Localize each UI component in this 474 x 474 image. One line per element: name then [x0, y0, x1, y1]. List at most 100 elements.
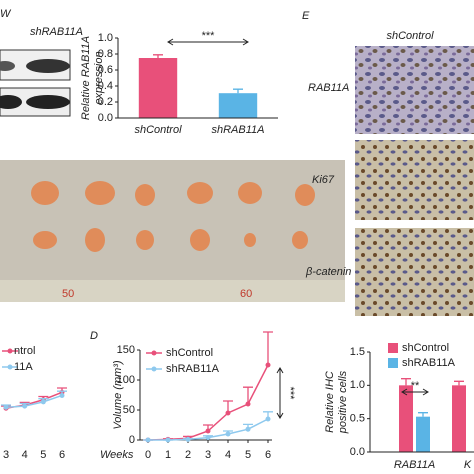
marker — [165, 437, 171, 443]
legend-label: shControl — [402, 342, 449, 354]
ruler-label: 50 — [62, 288, 74, 300]
marker — [22, 403, 28, 409]
line — [5, 394, 63, 408]
x-tick-label: 5 — [245, 449, 251, 461]
tumors — [31, 181, 315, 252]
ihc-row: β-catenin — [305, 266, 351, 278]
significance: ** — [411, 380, 420, 392]
legend-label: shRAB11A — [166, 363, 220, 375]
legend-marker — [7, 364, 13, 370]
marker — [225, 410, 231, 416]
y-tick-label: 100 — [117, 374, 135, 386]
legend-marker — [151, 350, 157, 356]
x-tick-label: 4 — [22, 449, 28, 461]
ihc-column: shControl — [386, 30, 434, 42]
x-tick-label: 2 — [185, 449, 191, 461]
y-axis-label: Volume (mm³) — [112, 360, 124, 430]
blot-band — [26, 59, 70, 73]
marker — [145, 437, 151, 443]
legend-swatch — [388, 343, 398, 353]
marker — [245, 426, 251, 432]
marker — [245, 401, 251, 407]
bar — [416, 416, 430, 452]
y-axis-label: Relative IHC — [324, 371, 336, 433]
y-tick-label: 0.8 — [98, 48, 113, 60]
x-tick-label: 5 — [40, 449, 46, 461]
error-bar — [243, 386, 253, 404]
x-tick-label: 3 — [205, 449, 211, 461]
bar — [138, 58, 178, 118]
x-tick-label: 6 — [59, 449, 65, 461]
blot-label: shRAB11A — [30, 26, 83, 38]
ruler — [0, 280, 345, 302]
error-bar — [153, 54, 163, 58]
y-axis-label: positive cells — [337, 370, 349, 434]
blot-band — [26, 95, 70, 109]
significance: *** — [284, 387, 296, 401]
marker — [205, 435, 211, 441]
y-tick-label: 0.4 — [98, 80, 113, 92]
legend-marker — [7, 348, 13, 354]
ihc-row: RAB11A — [308, 82, 349, 94]
error-bar — [418, 412, 428, 417]
ihc-row: Ki67 — [312, 174, 335, 186]
significance-arrow — [401, 388, 429, 396]
tumor-photo — [0, 160, 345, 285]
y-axis-label: expression — [93, 51, 105, 104]
x-tick-label: 4 — [225, 449, 231, 461]
bar — [399, 385, 413, 452]
y-tick-label: 1.5 — [350, 346, 365, 358]
legend-label: shRAB11A — [402, 357, 456, 369]
x-tick-label: shRAB11A — [212, 124, 265, 136]
significance: *** — [202, 30, 216, 42]
x-tick-label: 1 — [165, 449, 171, 461]
blot-band — [0, 61, 15, 71]
y-axis-label: Relative RAB11A — [80, 36, 92, 120]
marker — [3, 404, 9, 410]
x-axis-label: Weeks — [100, 449, 134, 461]
ihc-image — [355, 46, 474, 134]
marker — [40, 399, 46, 405]
legend-swatch — [388, 358, 398, 368]
y-tick-label: 0.6 — [98, 64, 113, 76]
bar — [218, 93, 258, 118]
marker — [205, 428, 211, 434]
marker — [225, 431, 231, 437]
x-tick-label: 6 — [265, 449, 271, 461]
line — [5, 391, 63, 410]
legend-label: ntrol — [14, 345, 35, 357]
y-tick-label: 1.0 — [350, 379, 365, 391]
y-tick-label: 0.5 — [350, 413, 365, 425]
ruler-label: 60 — [240, 288, 252, 300]
error-bar — [263, 331, 273, 365]
y-tick-label: 0.2 — [98, 96, 113, 108]
legend-label: 11A — [14, 361, 33, 373]
marker — [265, 362, 271, 368]
legend-label: shControl — [166, 347, 213, 359]
error-bar — [401, 378, 411, 386]
panel-label: E — [302, 10, 310, 22]
x-tick-label: 0 — [145, 449, 151, 461]
marker — [59, 392, 65, 398]
significance-arrow — [167, 38, 249, 46]
y-tick-label: 1.0 — [98, 32, 113, 44]
marker — [265, 416, 271, 422]
y-tick-label: 50 — [123, 404, 135, 416]
panel-label: D — [90, 330, 98, 342]
ihc-image — [355, 228, 474, 316]
y-tick-label: 0.0 — [350, 446, 365, 458]
bar — [452, 385, 466, 452]
error-bar — [454, 380, 464, 386]
blot-band — [0, 95, 22, 109]
y-tick-label: 150 — [117, 344, 135, 356]
y-tick-label: 0.0 — [98, 112, 113, 124]
significance-arrow — [276, 367, 284, 419]
x-tick-label: 3 — [3, 449, 9, 461]
y-tick-label: 0 — [129, 434, 135, 446]
x-tick-label: K — [464, 459, 472, 471]
legend-marker — [151, 366, 157, 372]
blot-fragment: W — [0, 8, 12, 20]
x-tick-label: shControl — [134, 124, 182, 136]
ihc-image — [355, 140, 474, 220]
